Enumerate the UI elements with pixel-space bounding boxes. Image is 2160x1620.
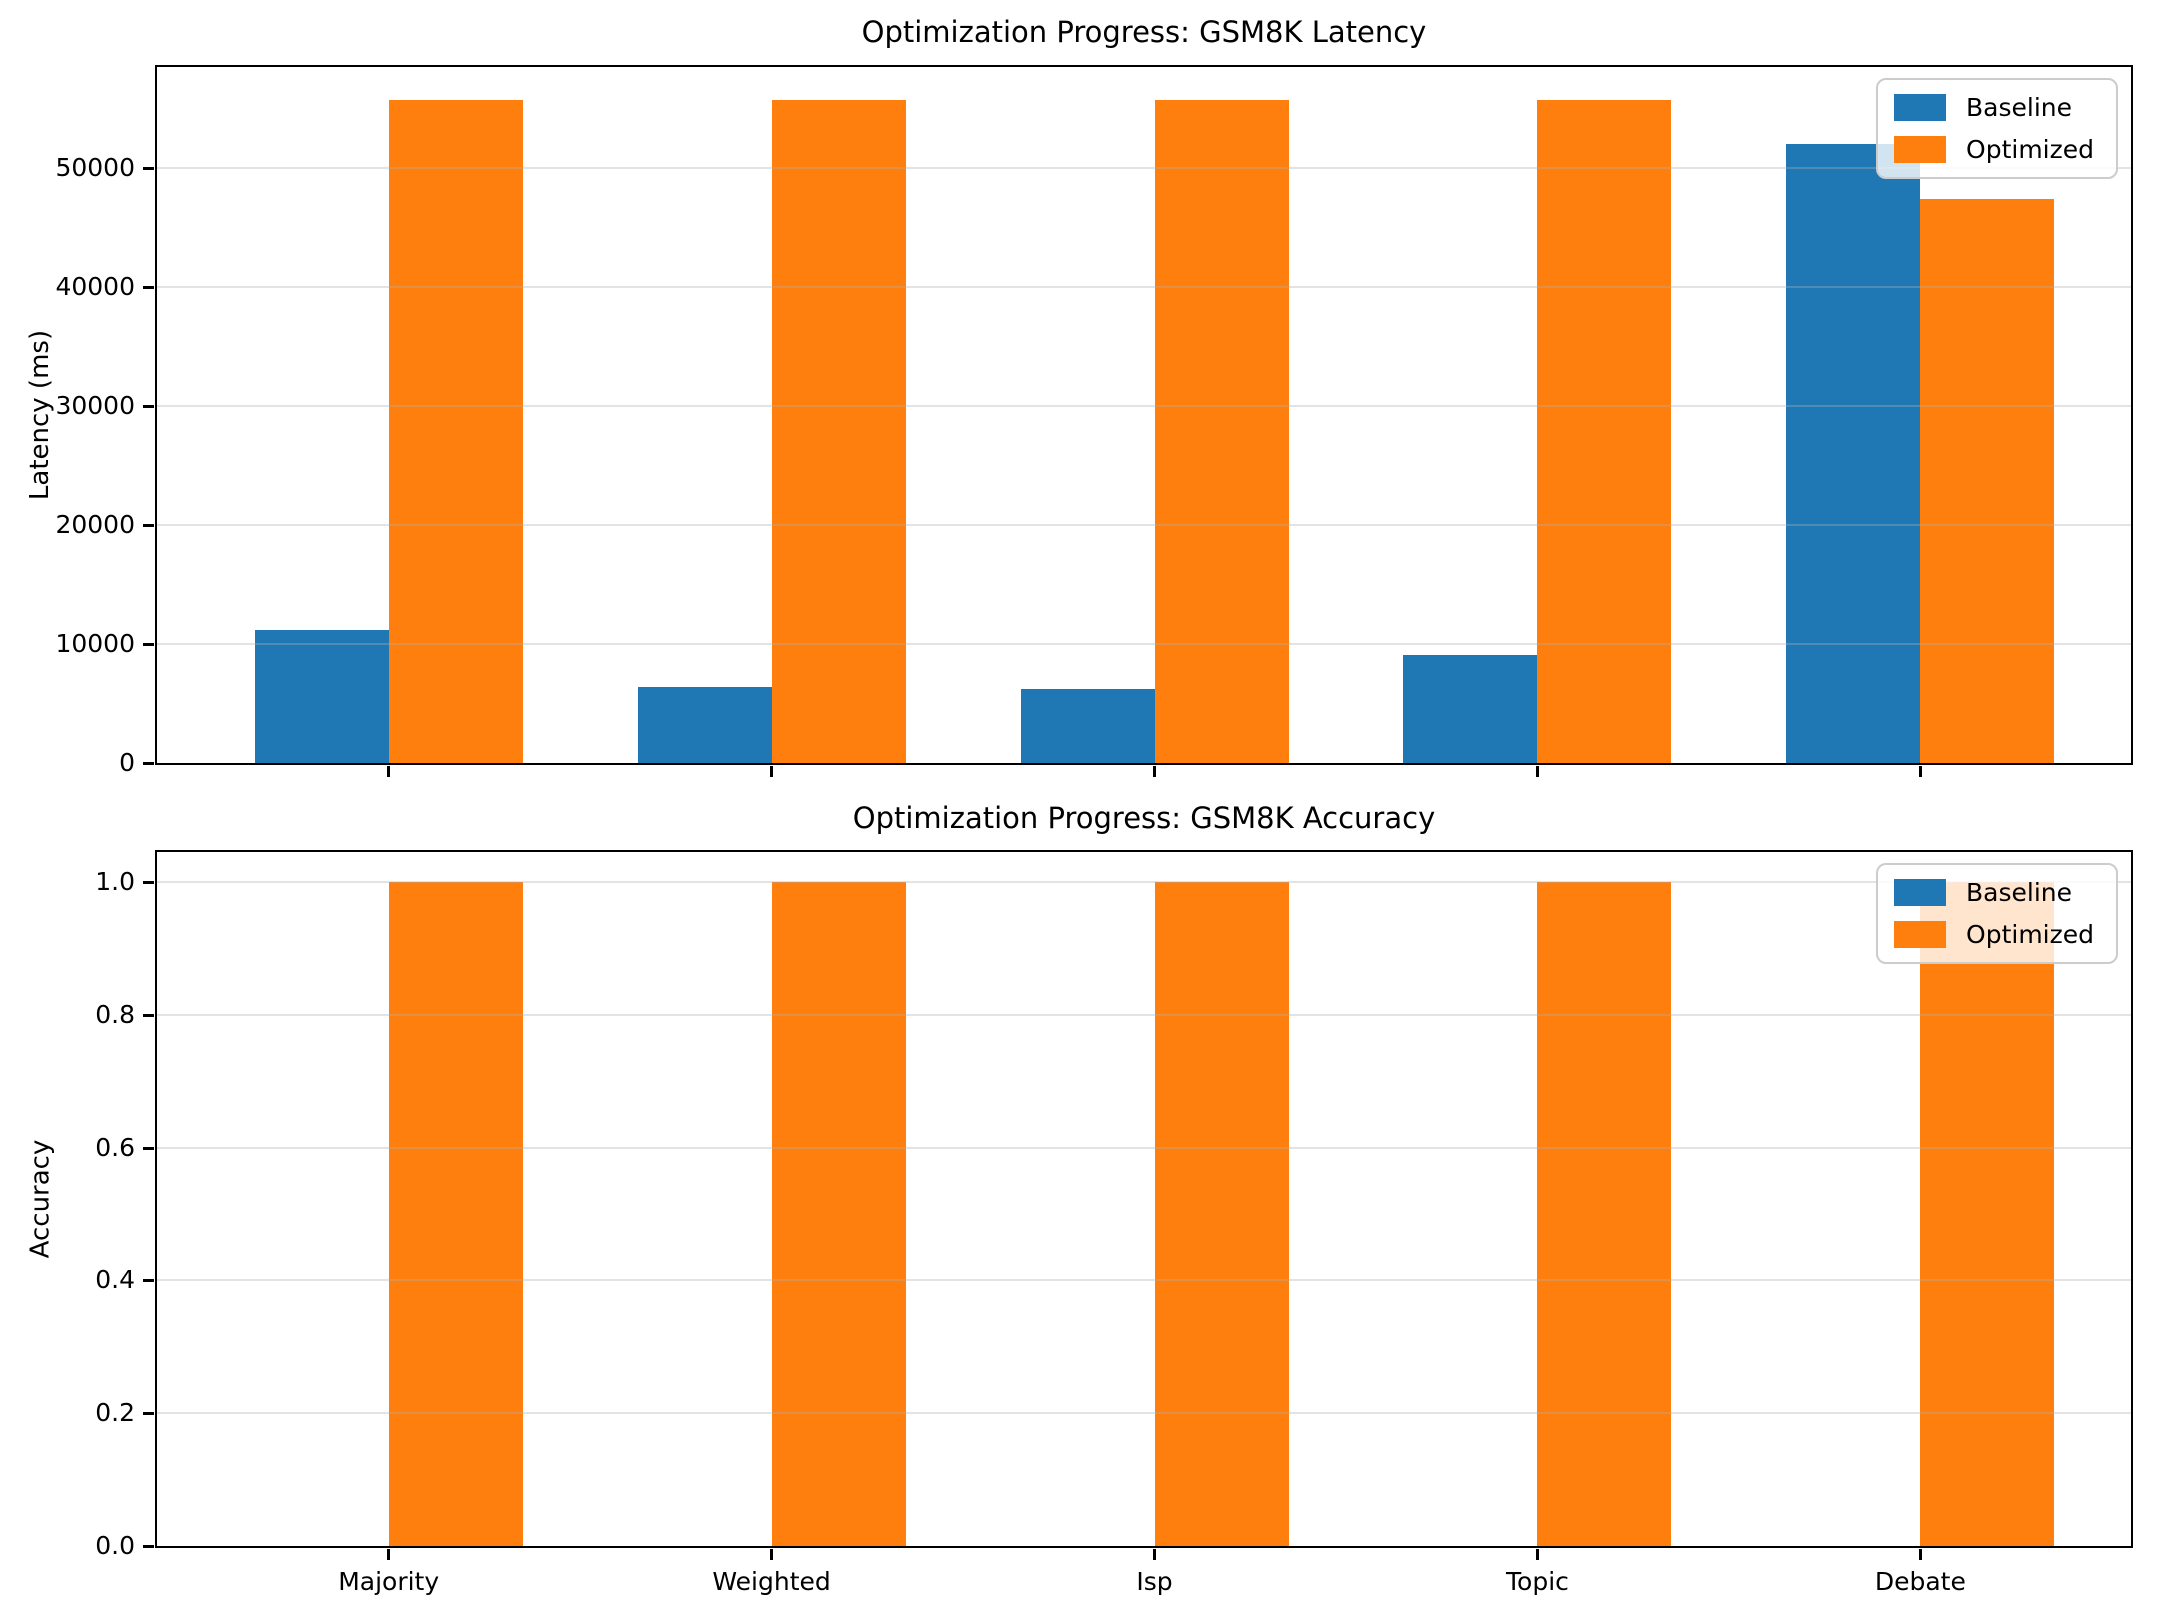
legend-label: Baseline [1966,93,2073,122]
bar-optimized-isp [1154,100,1289,763]
y-tick-label: 20000 [55,510,135,540]
latency-plot-area: 0 10000 20000 30000 40000 50000 Baseline Optimi… [55,65,2133,777]
y-tick-mark [143,1013,154,1017]
y-tick-label: 0.8 [95,999,135,1029]
y-tick-mark [143,524,154,528]
gridline [157,1013,2131,1016]
bar-optimized-debate [1920,881,2055,1546]
y-tick-mark [143,167,154,171]
y-tick-mark [143,1545,154,1548]
x-tick-label-topic: Topic [1506,1567,1569,1596]
gridline [157,524,2131,527]
x-tick-mark [1918,766,1922,777]
bar-optimized-debate [1920,199,2055,763]
x-tick-mark [770,1549,774,1560]
bar-optimized-weighted [771,881,906,1546]
x-tick-label-isp: Isp [1136,1567,1173,1596]
legend-entry-optimized: Optimized [1894,135,2094,164]
legend-entry-baseline: Baseline [1894,93,2094,122]
x-tick-mark [387,1549,391,1560]
y-tick-mark [143,643,154,647]
x-tick-label-debate: Debate [1874,1567,1966,1596]
y-tick-mark [143,1146,154,1150]
gridline [157,1412,2131,1415]
y-tick-label: 30000 [55,391,135,421]
legend: Baseline Optimized [1876,863,2118,964]
y-tick-mark [143,762,154,765]
accuracy-chart-title: Optimization Progress: GSM8K Accuracy [852,801,1436,835]
bar-baseline-debate [1786,144,1921,763]
x-tick-mark [1535,766,1539,777]
bar-baseline-topic [1403,654,1538,763]
accuracy-plot-area: 0.0 0.2 0.4 0.6 0.8 1.0 Majority Weighted Isp Top… [95,850,2133,1596]
bar-optimized-topic [1537,100,1672,763]
y-tick-label: 10000 [55,629,135,659]
y-tick-label: 50000 [55,153,135,183]
legend-label: Optimized [1966,920,2094,949]
y-tick-mark [143,880,154,884]
y-tick-label: 0.4 [95,1265,135,1295]
bar-baseline-majority [254,629,389,763]
y-tick-mark [143,405,154,409]
x-tick-mark [1535,1549,1539,1560]
bar-optimized-isp [1154,881,1289,1546]
bar-baseline-isp [1020,689,1155,763]
latency-chart-title: Optimization Progress: GSM8K Latency [861,15,1427,49]
y-tick-label: 0.0 [95,1531,135,1560]
gridline [157,405,2131,408]
legend-label: Baseline [1966,878,2073,907]
legend-swatch-baseline [1894,879,1947,906]
x-tick-label-majority: Majority [338,1567,440,1596]
bar-optimized-topic [1537,881,1672,1546]
gridline [157,286,2131,289]
y-tick-mark [143,1412,154,1416]
y-tick-label: 1.0 [95,866,135,896]
y-tick-mark [143,286,154,290]
x-tick-mark [1153,766,1157,777]
bar-optimized-majority [388,100,523,763]
x-tick-mark [770,766,774,777]
x-tick-label-weighted: Weighted [712,1567,831,1596]
gridline [157,1146,2131,1149]
y-tick-label: 0 [119,748,135,777]
legend-swatch-baseline [1894,94,1947,121]
bar-baseline-weighted [637,686,772,763]
gridline [157,167,2131,170]
legend-swatch-optimized [1894,921,1947,948]
y-tick-label: 0.6 [95,1132,135,1162]
x-tick-mark [1918,1549,1922,1560]
x-tick-mark [1153,1549,1157,1560]
gridline [157,643,2131,646]
legend-label: Optimized [1966,135,2094,164]
bar-optimized-weighted [771,100,906,763]
gridline [157,880,2131,883]
gridline [157,1279,2131,1282]
accuracy-y-axis-label: Accuracy [25,1139,56,1259]
legend-entry-optimized: Optimized [1894,920,2094,949]
legend: Baseline Optimized [1876,78,2118,179]
legend-swatch-optimized [1894,136,1947,163]
y-tick-label: 40000 [55,272,135,302]
x-tick-mark [387,766,391,777]
y-tick-mark [143,1279,154,1283]
legend-entry-baseline: Baseline [1894,878,2094,907]
y-tick-label: 0.2 [95,1398,135,1428]
bar-optimized-majority [388,881,523,1546]
